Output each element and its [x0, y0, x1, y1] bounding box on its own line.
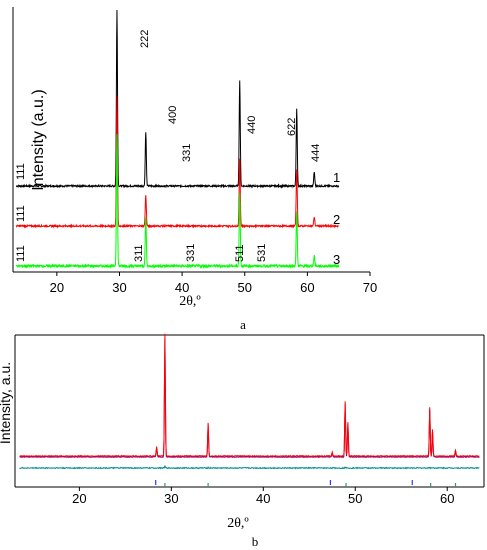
panel-b-x-tick-label: 50 — [348, 491, 362, 506]
panel-a-series-number: 2 — [333, 212, 340, 227]
panel-a-y-axis-title: Intensity (a.u.) — [30, 89, 47, 190]
panel-a-peak-label: 111 — [15, 245, 27, 262]
panel-b-x-tick-label: 20 — [72, 491, 86, 506]
panel-a-series-line-2 — [15, 96, 340, 229]
panel-a-x-tick-label: 50 — [238, 280, 252, 295]
panel-a-peak-labels: 222 400 331 440 622 444 111 111 111 311 331 511 531 — [15, 30, 322, 262]
panel-b-x-axis-title: 2θ,º — [227, 516, 249, 531]
panel-a-peak-label: 511 — [234, 244, 246, 262]
panel-a-series-line-3 — [15, 134, 340, 270]
panel-a-label: a — [240, 317, 246, 332]
panel-b-series — [19, 333, 480, 487]
panel-a-peak-label: 111 — [15, 205, 27, 222]
panel-a-series-numbers: 1 2 3 — [333, 170, 340, 267]
panel-a-x-tick-label: 70 — [363, 280, 377, 295]
panel-b-observed-line — [19, 333, 480, 458]
panel-a-series-line-1 — [15, 10, 340, 189]
panel-b-x-tick-label: 30 — [164, 491, 178, 506]
panel-b-x-ticks: 20 30 40 50 60 — [72, 487, 454, 506]
panel-b-x-tick-label: 40 — [256, 491, 270, 506]
panel-a-peak-label: 331 — [185, 244, 197, 262]
panel-a-x-axis-title: 2θ,º — [179, 294, 201, 309]
panel-a-series-number: 1 — [333, 170, 340, 185]
panel-a-x-tick-label: 40 — [175, 280, 189, 295]
panel-a-peak-label: 444 — [310, 144, 322, 162]
panel-a-series — [15, 10, 340, 270]
panel-a-x-ticks: 20 30 40 50 60 70 — [50, 272, 377, 295]
panel-b-y-axis-title: Intensity, a.u. — [0, 362, 13, 444]
panel-a-x-tick-label: 20 — [50, 280, 64, 295]
panel-a-peak-label: 531 — [256, 244, 268, 262]
panel-a-x-tick-label: 60 — [300, 280, 314, 295]
panel-a-peak-label: 331 — [181, 144, 193, 162]
panel-b-calculated-line — [19, 339, 480, 459]
panel-b: 20 30 40 50 60 Intensity, a.u. 2θ,º b — [0, 333, 485, 549]
panel-a-peak-label: 440 — [246, 116, 258, 134]
panel-b-label: b — [252, 534, 259, 549]
panel-a-x-tick-label: 30 — [112, 280, 126, 295]
panel-a-peak-label: 400 — [167, 106, 179, 124]
panel-a-peak-label: 111 — [15, 163, 27, 180]
panel-b-difference-line — [19, 465, 480, 470]
panel-a-series-number: 3 — [333, 252, 340, 267]
panel-a-peak-label: 311 — [133, 244, 145, 262]
panel-a-peak-label: 622 — [286, 118, 298, 136]
panel-a-peak-label: 222 — [139, 30, 151, 48]
panel-b-x-tick-label: 60 — [440, 491, 454, 506]
